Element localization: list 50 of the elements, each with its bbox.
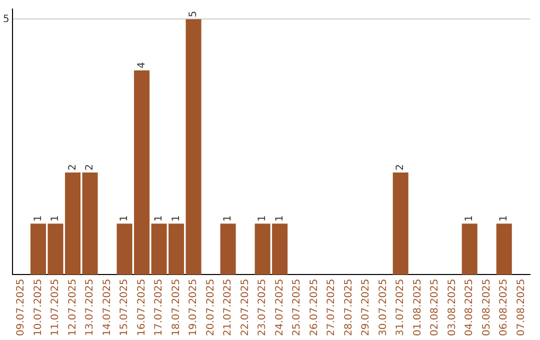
x-tick-label: 15.07.2025 <box>119 278 130 336</box>
data-label: 1 <box>464 215 476 222</box>
data-label: 4 <box>136 62 148 68</box>
x-tick-label: 26.07.2025 <box>308 278 320 336</box>
x-tick-label: 01.08.2025 <box>412 278 424 336</box>
x-tick-label: 30.07.2025 <box>378 278 389 336</box>
x-tick-label: 25.07.2025 <box>292 278 303 336</box>
x-tick-label: 23.07.2025 <box>257 278 268 336</box>
data-label: 2 <box>395 164 406 171</box>
x-tick-label: 02.08.2025 <box>430 278 441 336</box>
x-tick-label: 16.07.2025 <box>136 278 148 336</box>
data-label: 1 <box>222 215 234 222</box>
data-label: 2 <box>84 164 96 171</box>
data-label: 1 <box>119 215 130 222</box>
bar <box>496 224 512 275</box>
x-tick-label: 24.07.2025 <box>274 278 286 336</box>
x-tick-label: 28.07.2025 <box>343 278 354 336</box>
x-tick-label: 29.07.2025 <box>360 278 372 336</box>
x-tick-label: 04.08.2025 <box>464 278 476 336</box>
x-tick-label: 27.07.2025 <box>326 278 338 336</box>
x-tick-label: 19.07.2025 <box>188 278 200 336</box>
bar <box>392 172 408 275</box>
x-tick-label: 31.07.2025 <box>395 278 406 336</box>
data-label: 5 <box>188 10 200 18</box>
data-label: 1 <box>50 215 62 222</box>
data-label: 1 <box>32 215 44 222</box>
data-label: 1 <box>498 215 510 222</box>
x-tick-label: 10.07.2025 <box>32 278 44 336</box>
x-tick-label: 14.07.2025 <box>102 278 113 336</box>
x-tick-label: 18.07.2025 <box>170 278 182 336</box>
x-tick-label: 05.08.2025 <box>481 278 492 336</box>
bar <box>220 224 236 275</box>
x-tick-label: 11.07.2025 <box>50 278 62 336</box>
data-label: 1 <box>154 215 165 222</box>
x-tick-label: 07.08.2025 <box>516 278 527 336</box>
x-tick-label: 06.08.2025 <box>498 278 510 336</box>
bar <box>186 19 202 275</box>
x-tick-label: 09.07.2025 <box>16 278 27 336</box>
x-tick-label: 03.08.2025 <box>446 278 458 336</box>
x-tick-label: 13.07.2025 <box>84 278 96 336</box>
data-label: 1 <box>257 215 268 222</box>
x-tick-label: 22.07.2025 <box>240 278 251 336</box>
bar <box>462 224 478 275</box>
x-tick-label: 12.07.2025 <box>67 278 78 336</box>
x-tick-label: 20.07.2025 <box>205 278 216 336</box>
x-tick-label: 21.07.2025 <box>222 278 234 336</box>
x-tick-label: 17.07.2025 <box>154 278 165 336</box>
data-label: 1 <box>170 215 182 222</box>
data-label: 1 <box>274 215 286 222</box>
data-label: 2 <box>67 164 78 171</box>
